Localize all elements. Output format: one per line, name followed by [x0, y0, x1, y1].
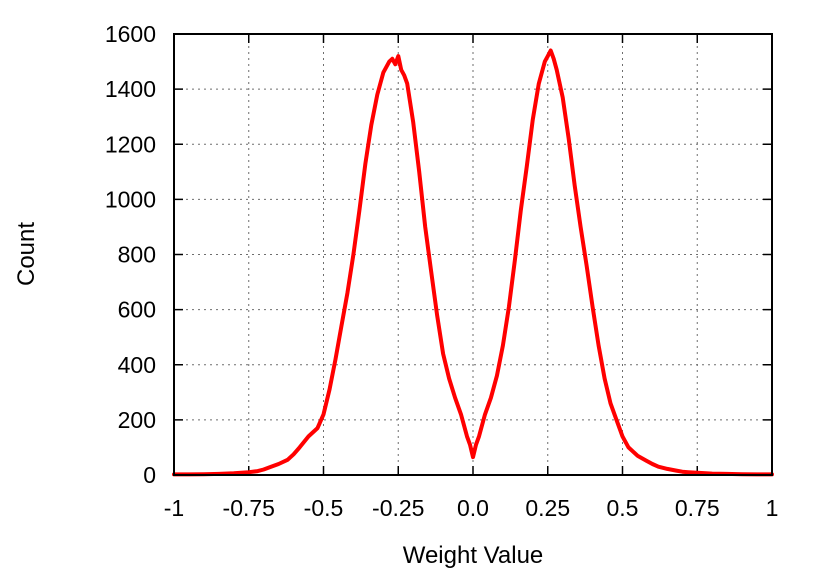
y-tick-label: 600 [118, 297, 156, 323]
plot-frame [173, 33, 773, 476]
y-tick-label: 200 [118, 407, 156, 433]
series-line [172, 48, 774, 477]
y-tick-label: 800 [118, 242, 156, 268]
y-tick-label: 1200 [105, 131, 156, 157]
x-tick-label: 0.75 [675, 495, 720, 521]
y-tick-label: 1000 [105, 186, 156, 212]
series-layer [172, 48, 774, 477]
y-tick-label: 1600 [105, 21, 156, 47]
x-tick-label: 0.5 [607, 495, 639, 521]
y-tick-labels: 0 200 400 600 800 1000 1200 1400 1600 [105, 21, 156, 488]
x-tick-label: -0.25 [372, 495, 424, 521]
y-tick-label: 400 [118, 352, 156, 378]
x-tick-label: 0.25 [525, 495, 570, 521]
x-tick-labels: -1 -0.75 -0.5 -0.25 0.0 0.25 0.5 0.75 1 [164, 495, 779, 521]
y-tick-label: 1400 [105, 76, 156, 102]
y-axis-label: Count [13, 222, 40, 286]
grid-lines [174, 34, 772, 475]
y-tick-label: 0 [143, 462, 156, 488]
x-axis-label: Weight Value [403, 542, 544, 569]
x-tick-label: -1 [164, 495, 184, 521]
x-tick-label: 1 [766, 495, 779, 521]
x-tick-label: -0.75 [223, 495, 275, 521]
x-tick-label: -0.5 [304, 495, 344, 521]
x-tick-label: 0.0 [457, 495, 489, 521]
